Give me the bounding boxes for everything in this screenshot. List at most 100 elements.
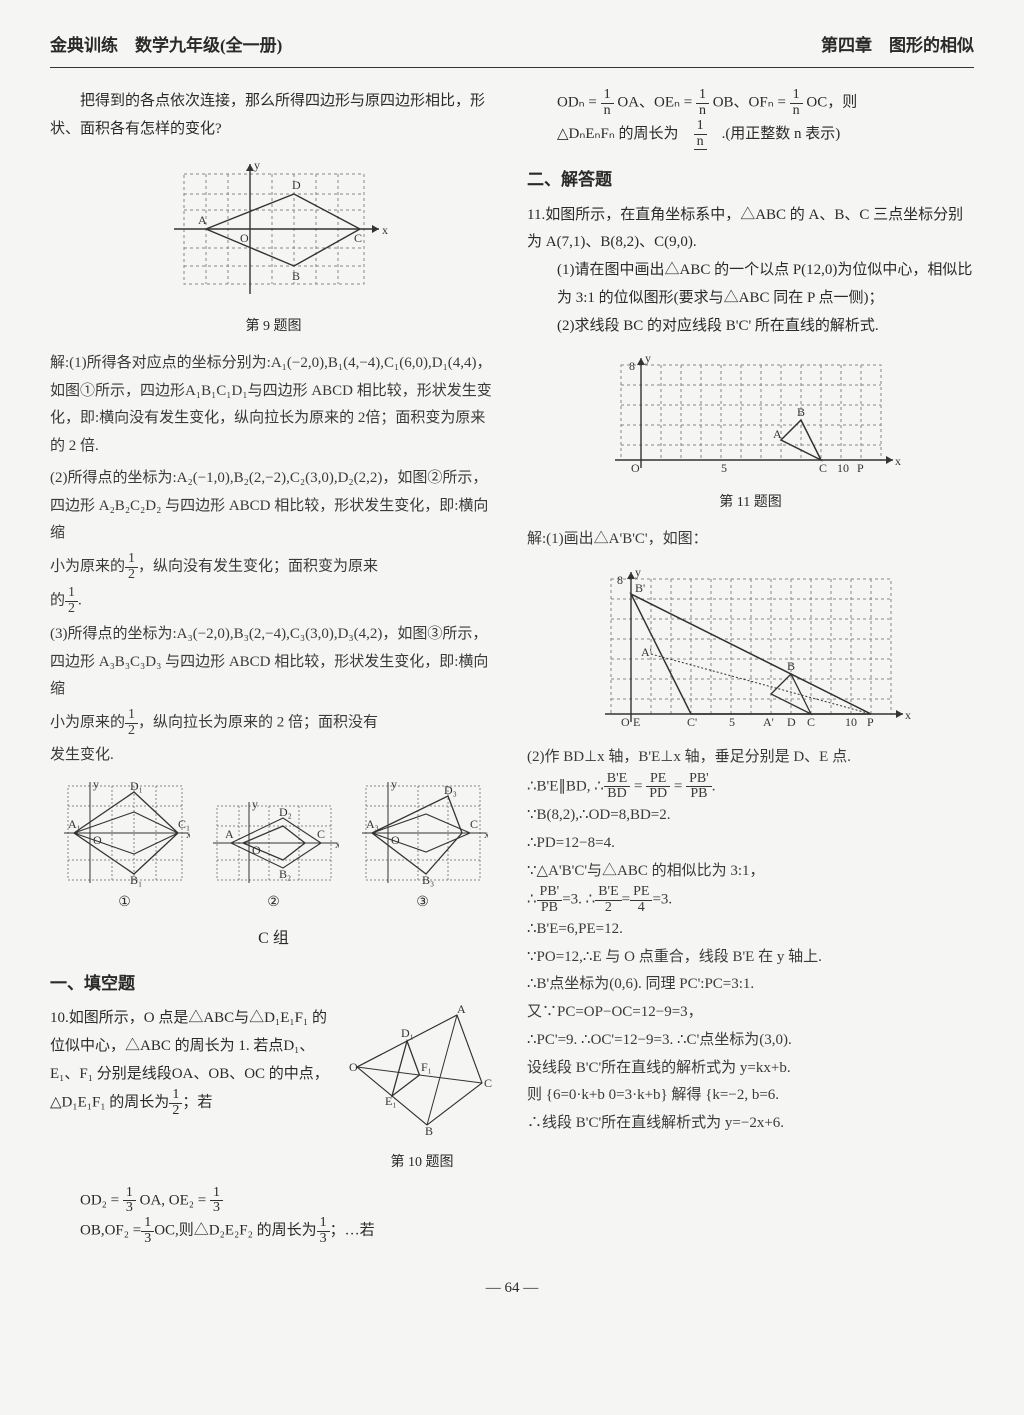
sol-1c3: 发生变化.	[50, 742, 497, 770]
q10r-p1: ODₙ = 1n OA、OEₙ = 1n OB、OFₙ = 1n OC，则	[527, 88, 974, 118]
fig10-caption: 第 10 题图	[347, 1150, 497, 1176]
fig-circled-1: A₁D₁C₁B₁ Oxy	[60, 778, 190, 888]
q11-p1: 11.如图所示，在直角坐标系中，△ABC 的 A、B、C 三点坐标分别为 A(7…	[527, 202, 974, 258]
sol11-2: (2)作 BD⊥x 轴，B'E⊥x 轴，垂足分别是 D、E 点.	[527, 744, 974, 772]
sol11-1: 解:(1)画出△A'B'C'，如图：	[527, 526, 974, 554]
svg-text:O: O	[631, 461, 640, 475]
frac-half-4: 12	[169, 1088, 182, 1118]
frac-third-4: 13	[317, 1216, 330, 1246]
q11-p3: (2)求线段 BC 的对应线段 B'C' 所在直线的解析式.	[527, 313, 974, 341]
sol11-10: ∴B'点坐标为(0,6). 同理 PC':PC=3:1.	[527, 971, 974, 999]
sol11-14: 则 {6=0·k+b 0=3·k+b} 解得 {k=−2, b=6.	[527, 1082, 974, 1110]
sol11-7: ∴PB'PB=3. ∴B'E2=PE4=3.	[527, 885, 974, 915]
svg-text:A: A	[225, 827, 234, 841]
frac-third-2: 13	[210, 1186, 223, 1216]
sol11-6: ∵△A'B'C'与△ABC 的相似比为 3:1，	[527, 858, 974, 886]
figure-11: O5C10P xy8 AB	[601, 350, 901, 480]
frac-half-1: 12	[125, 552, 138, 582]
content-two-column: 把得到的各点依次连接，那么所得四边形与原四边形相比，形状、面积各有怎样的变化? …	[50, 88, 974, 1246]
frac-n-4: 1n	[694, 119, 707, 150]
q10-p3: OD₂ = 13 OA, OE₂ = 13	[50, 1186, 497, 1216]
fig11-caption: 第 11 题图	[527, 490, 974, 516]
frac-half-3: 12	[125, 708, 138, 738]
frac-BEBD: B'EBD	[604, 772, 630, 802]
svg-text:A: A	[198, 213, 207, 227]
svg-text:10: 10	[845, 715, 857, 729]
sol11-9: ∵PO=12,∴E 与 O 点重合，线段 B'E 在 y 轴上.	[527, 944, 974, 972]
page-header: 金典训练 数学九年级(全一册) 第四章 图形的相似	[50, 30, 974, 68]
svg-text:y: y	[254, 158, 260, 172]
frac-BE2: B'E2	[595, 885, 621, 915]
figure-11-sol: OEC'5A'DC10P xy8 B'A'B	[591, 564, 911, 734]
fig-numbers: ① ② ③	[50, 890, 497, 916]
sol11-8: ∴B'E=6,PE=12.	[527, 916, 974, 944]
section-answer: 二、解答题	[527, 164, 974, 195]
svg-text:y: y	[252, 798, 258, 811]
svg-text:x: x	[484, 827, 488, 841]
sol11-11: 又∵PC=OP−OC=12−9=3，	[527, 999, 974, 1027]
left-column: 把得到的各点依次连接，那么所得四边形与原四边形相比，形状、面积各有怎样的变化? …	[50, 88, 497, 1246]
header-right: 第四章 图形的相似	[821, 30, 974, 61]
sol-1a: 解:(1)所得各对应点的坐标分别为:A₁(−2,0),B₁(4,−4),C₁(6…	[50, 350, 497, 461]
svg-text:O: O	[391, 833, 400, 847]
right-column: ODₙ = 1n OA、OEₙ = 1n OB、OFₙ = 1n OC，则 △D…	[527, 88, 974, 1246]
sol11-4: ∵B(8,2),∴OD=8,BD=2.	[527, 802, 974, 830]
svg-text:x: x	[382, 223, 388, 237]
svg-text:8: 8	[629, 359, 635, 373]
q9-intro: 把得到的各点依次连接，那么所得四边形与原四边形相比，形状、面积各有怎样的变化?	[50, 88, 497, 144]
svg-text:O: O	[252, 843, 261, 857]
svg-text:B: B	[292, 269, 300, 283]
svg-text:D: D	[787, 715, 796, 729]
svg-text:10: 10	[837, 461, 849, 475]
q10-p4: OB,OF₂ =13OC,则△D₂E₂F₂ 的周长为13；…若	[50, 1216, 497, 1246]
q10-row: 10.如图所示，O 点是△ABC与△D₁E₁F₁ 的位似中心，△ABC 的周长为…	[50, 1005, 497, 1186]
sol-1b3: 的12.	[50, 586, 497, 616]
q10-p2: △D₁E₁F₁ 的周长为12；若	[50, 1088, 337, 1118]
svg-text:y: y	[635, 565, 641, 579]
svg-text:y: y	[391, 778, 397, 791]
svg-text:C: C	[484, 1076, 492, 1090]
svg-text:C': C'	[687, 715, 697, 729]
frac-n-3: 1n	[790, 88, 803, 118]
frac-n-1: 1n	[601, 88, 614, 118]
svg-text:x: x	[186, 827, 190, 841]
frac-PEPD: PEPD	[646, 772, 670, 802]
sol-1c2: 小为原来的12，纵向拉长为原来的 2 倍；面积没有	[50, 708, 497, 738]
svg-text:x: x	[905, 708, 911, 722]
frac-n-2: 1n	[696, 88, 709, 118]
svg-text:A: A	[773, 427, 782, 441]
frac-third-1: 13	[123, 1186, 136, 1216]
sol11-15: ∴线段 B'C'所在直线解析式为 y=−2x+6.	[527, 1110, 974, 1138]
svg-text:O: O	[93, 833, 102, 847]
svg-text:C: C	[354, 231, 362, 245]
section-fill: 一、填空题	[50, 968, 497, 999]
sol-1b: (2)所得点的坐标为:A₂(−1,0),B₂(2,−2),C₂(3,0),D₂(…	[50, 465, 497, 548]
fig-circled-3: A₃ D₃ C B₃ Ox y	[358, 778, 488, 888]
svg-text:E: E	[633, 715, 640, 729]
svg-text:C: C	[807, 715, 815, 729]
frac-half-2: 12	[65, 586, 78, 616]
figure-9: AC DB Oxy	[154, 154, 394, 304]
svg-text:B₃: B₃	[422, 873, 434, 887]
group-c-label: C 组	[50, 924, 497, 954]
fig9-caption: 第 9 题图	[50, 314, 497, 340]
sol11-3: ∴B'E∥BD, ∴B'EBD = PEPD = PB'PB.	[527, 772, 974, 802]
svg-text:C: C	[470, 817, 478, 831]
svg-text:F₁: F₁	[421, 1060, 432, 1074]
svg-text:B: B	[787, 659, 795, 673]
svg-text:B: B	[797, 405, 805, 419]
svg-text:B': B'	[635, 581, 645, 595]
frac-PBPB2: PB'PB	[537, 885, 563, 915]
svg-text:y: y	[645, 351, 651, 365]
svg-text:D: D	[292, 178, 301, 192]
svg-text:D₁: D₁	[401, 1026, 414, 1040]
svg-text:D₁: D₁	[130, 779, 143, 793]
svg-text:A: A	[457, 1005, 466, 1016]
svg-text:A₃: A₃	[366, 817, 379, 831]
svg-text:O: O	[349, 1060, 358, 1074]
fig10-wrap: OACB D₁F₁E₁ 第 10 题图	[347, 1005, 497, 1186]
svg-text:B₁: B₁	[130, 873, 142, 887]
svg-text:D₃: D₃	[444, 783, 457, 797]
q11-p2: (1)请在图中画出△ABC 的一个以点 P(12,0)为位似中心，相似比为 3:…	[527, 257, 974, 313]
page-number: — 64 —	[50, 1275, 974, 1303]
